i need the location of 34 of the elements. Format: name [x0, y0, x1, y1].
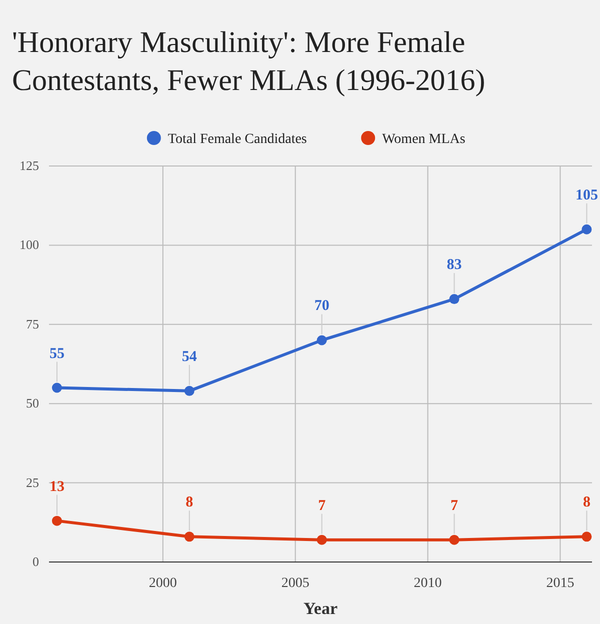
point — [316, 335, 327, 346]
point — [582, 532, 592, 542]
data-label: 8 — [186, 494, 194, 511]
legend-label: Women MLAs — [382, 132, 466, 147]
data-label: 7 — [318, 498, 326, 514]
data-label: 54 — [182, 348, 198, 365]
point — [582, 224, 592, 234]
y-tick-label: 75 — [26, 316, 39, 332]
point — [184, 386, 194, 396]
data-label: 7 — [450, 498, 459, 514]
point — [52, 382, 62, 393]
data-label: 105 — [575, 187, 598, 204]
data-label: 83 — [446, 257, 462, 274]
x-tick-label: 2010 — [414, 576, 442, 591]
x-tick-label: 2005 — [281, 576, 310, 591]
x-tick-label: 2000 — [148, 576, 177, 591]
x-axis-title: Year — [304, 599, 338, 618]
point — [449, 294, 460, 304]
legend-label: Total Female Candidates — [168, 132, 307, 147]
point — [184, 532, 194, 542]
y-tick-label: 125 — [20, 158, 39, 173]
x-tick-label: 2015 — [546, 576, 574, 591]
point — [449, 534, 460, 545]
point — [52, 516, 62, 526]
data-label: 55 — [49, 346, 64, 362]
y-tick-label: 0 — [32, 554, 39, 569]
y-tick-label: 25 — [26, 474, 39, 490]
y-tick-label: 100 — [20, 237, 39, 252]
y-tick-label: 50 — [26, 396, 39, 411]
data-label: 70 — [314, 298, 330, 314]
data-label: 13 — [49, 478, 64, 495]
data-label: 8 — [582, 494, 590, 511]
chart-title: 'Honorary Masculinity': More Female Contestants, Fewer MLAs (1996-2016) — [12, 26, 486, 97]
point — [316, 534, 327, 545]
